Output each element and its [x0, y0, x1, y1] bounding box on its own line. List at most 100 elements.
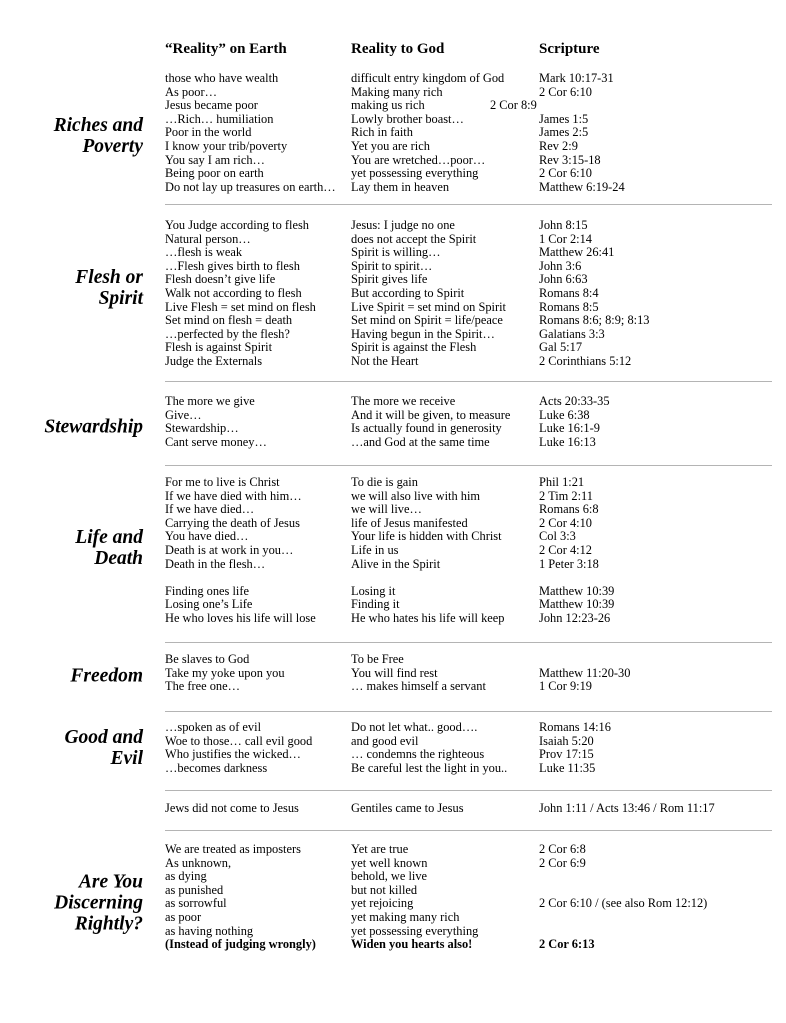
scripture-cell: John 12:23-26	[539, 610, 611, 625]
table-row: …perfected by the flesh? Having begun in …	[0, 326, 786, 342]
table-row: …spoken as of evil Do not let what.. good…	[0, 720, 786, 735]
earth-cell: …perfected by the flesh?	[165, 326, 290, 341]
scripture-cell: Romans 8:6; 8:9; 8:13	[539, 313, 650, 328]
scripture-cell: 2 Corinthians 5:12	[539, 353, 632, 368]
table-row: For me to live is Christ To die is gain Ph…	[0, 475, 786, 490]
table-row: Finding ones life Losing it Matthew 10:39	[0, 583, 786, 599]
scripture-cell: Matthew 10:39	[539, 597, 615, 612]
god-cell: Live Spirit = set mind on Spirit	[351, 299, 506, 314]
table-row: The more we give The more we receive Acts …	[0, 394, 786, 409]
section-label: Good and Evil	[64, 727, 143, 769]
god-cell: Is actually found in generosity	[351, 421, 502, 436]
god-cell: Spirit is willing…	[351, 245, 441, 260]
scripture-cell: John 6:63	[539, 272, 588, 287]
table-row: As unknown, yet well known 2 Cor 6:9	[0, 855, 786, 871]
god-cell: Rich in faith	[351, 125, 413, 140]
god-cell: we will live…	[351, 502, 422, 517]
scripture-cell: Matthew 6:19-24	[539, 179, 625, 194]
table-row: Live Flesh = set mind on flesh Live Spiri…	[0, 299, 786, 315]
god-cell: Life in us	[351, 542, 399, 557]
earth-cell: as dying	[165, 869, 207, 884]
god-cell: To be Free	[351, 652, 404, 666]
earth-cell: …spoken as of evil	[165, 720, 262, 734]
section-label-line: Flesh or	[75, 267, 143, 288]
earth-cell: Judge the Externals	[165, 353, 263, 368]
scripture-cell: John 8:15	[539, 218, 588, 232]
section-label-line: Discerning	[54, 892, 143, 914]
table-row: …flesh is weak Spirit is willing… Matthew …	[0, 246, 786, 260]
earth-cell: Natural person…	[165, 231, 251, 246]
god-cell: Jesus: I judge no one	[351, 218, 455, 232]
scripture-cell: 2 Cor 4:10	[539, 515, 593, 530]
earth-cell: We are treated as imposters	[165, 842, 301, 856]
table-row: If we have died with him… we will also li…	[0, 488, 786, 504]
earth-cell: Flesh doesn’t give life	[165, 272, 276, 287]
table-row: Set mind on flesh = death Set mind on Spi…	[0, 314, 786, 328]
scripture-cell: 2 Cor 6:9	[539, 855, 586, 870]
scripture-cell: 2 Cor 6:10	[539, 84, 593, 99]
earth-cell: Losing one’s Life	[165, 597, 253, 612]
table-row: Being poor on earth yet possessing everyt…	[0, 167, 786, 181]
table-row: Take my yoke upon you You will find rest M…	[0, 665, 786, 681]
section-label: Flesh or Spirit	[75, 267, 143, 309]
table-row: Losing one’s Life Finding it Matthew 10:39	[0, 598, 786, 612]
section: For me to live is Christ To die is gain Ph…	[0, 475, 786, 626]
god-cell: Losing it	[351, 583, 396, 598]
section-divider	[165, 381, 772, 382]
scripture-cell: 1 Cor 9:19	[539, 679, 593, 694]
section-label-line: Riches and	[53, 115, 143, 136]
earth-cell: For me to live is Christ	[165, 475, 280, 489]
god-cell: Making many rich	[351, 84, 443, 99]
section: The more we give The more we receive Acts …	[0, 394, 786, 450]
scripture-cell: Prov 17:15	[539, 747, 594, 762]
earth-cell: Take my yoke upon you	[165, 665, 285, 680]
earth-cell: Do not lay up treasures on earth…	[165, 179, 336, 194]
scripture-cell: 2 Tim 2:11	[539, 488, 593, 503]
earth-cell: Poor in the world	[165, 125, 252, 140]
section: You Judge according to flesh Jesus: I jud…	[0, 218, 786, 369]
earth-cell: as having nothing	[165, 923, 254, 938]
scripture-cell: James 2:5	[539, 125, 589, 140]
scripture-cell: Matthew 26:41	[539, 245, 615, 260]
section-label-line: Life and	[75, 527, 143, 548]
section-label: Life and Death	[75, 527, 143, 569]
section-label-line: Are You	[78, 871, 143, 893]
table-row: …Flesh gives birth to flesh Spirit to spi…	[0, 258, 786, 274]
god-cell: Be careful lest the light in you..	[351, 760, 508, 775]
table-row: As poor… Making many rich 2 Cor 6:10	[0, 84, 786, 100]
earth-cell: If we have died…	[165, 502, 255, 517]
god-cell: Your life is hidden with Christ	[351, 529, 502, 544]
earth-cell: Being poor on earth	[165, 166, 264, 181]
table-row: Flesh is against Spirit Spirit is against…	[0, 341, 786, 355]
section: …spoken as of evil Do not let what.. good…	[0, 720, 786, 775]
earth-cell: You Judge according to flesh	[165, 218, 309, 232]
scripture-cell: Rev 2:9	[539, 138, 578, 153]
earth-cell: The free one…	[165, 679, 240, 694]
scripture-cell: Galatians 3:3	[539, 326, 605, 341]
table-row: I know your trib/poverty Yet you are rich…	[0, 138, 786, 154]
scripture-cell: 2 Cor 8:9	[490, 98, 537, 113]
table-row: …Rich… humiliation Lowly brother boast… Ja…	[0, 111, 786, 127]
earth-cell: those who have wealth	[165, 71, 279, 85]
scripture-cell: Romans 8:4	[539, 285, 599, 300]
table-row: Cant serve money… …and God at the same ti…	[0, 435, 786, 450]
earth-cell: as sorrowful	[165, 896, 227, 911]
scripture-cell: Matthew 10:39	[539, 583, 615, 598]
god-cell: Set mind on Spirit = life/peace	[351, 313, 503, 328]
table-row: Woe to those… call evil good and good evi…	[0, 734, 786, 749]
god-cell: yet making many rich	[351, 909, 460, 924]
god-cell: Alive in the Spirit	[351, 556, 441, 571]
earth-cell: …becomes darkness	[165, 760, 268, 775]
scripture-cell: Col 3:3	[539, 529, 576, 544]
god-cell: Lowly brother boast…	[351, 111, 464, 126]
header-god: Reality to God	[351, 41, 445, 57]
god-cell: does not accept the Spirit	[351, 231, 477, 246]
earth-cell: Death is at work in you…	[165, 542, 294, 557]
table-row: as punished but not killed	[0, 883, 786, 898]
god-cell: He who hates his life will keep	[351, 610, 505, 625]
section-divider	[165, 711, 772, 712]
header-scripture: Scripture	[539, 41, 600, 57]
earth-cell: …Flesh gives birth to flesh	[165, 258, 300, 273]
earth-cell: You have died…	[165, 529, 249, 544]
table-row: You Judge according to flesh Jesus: I jud…	[0, 218, 786, 233]
